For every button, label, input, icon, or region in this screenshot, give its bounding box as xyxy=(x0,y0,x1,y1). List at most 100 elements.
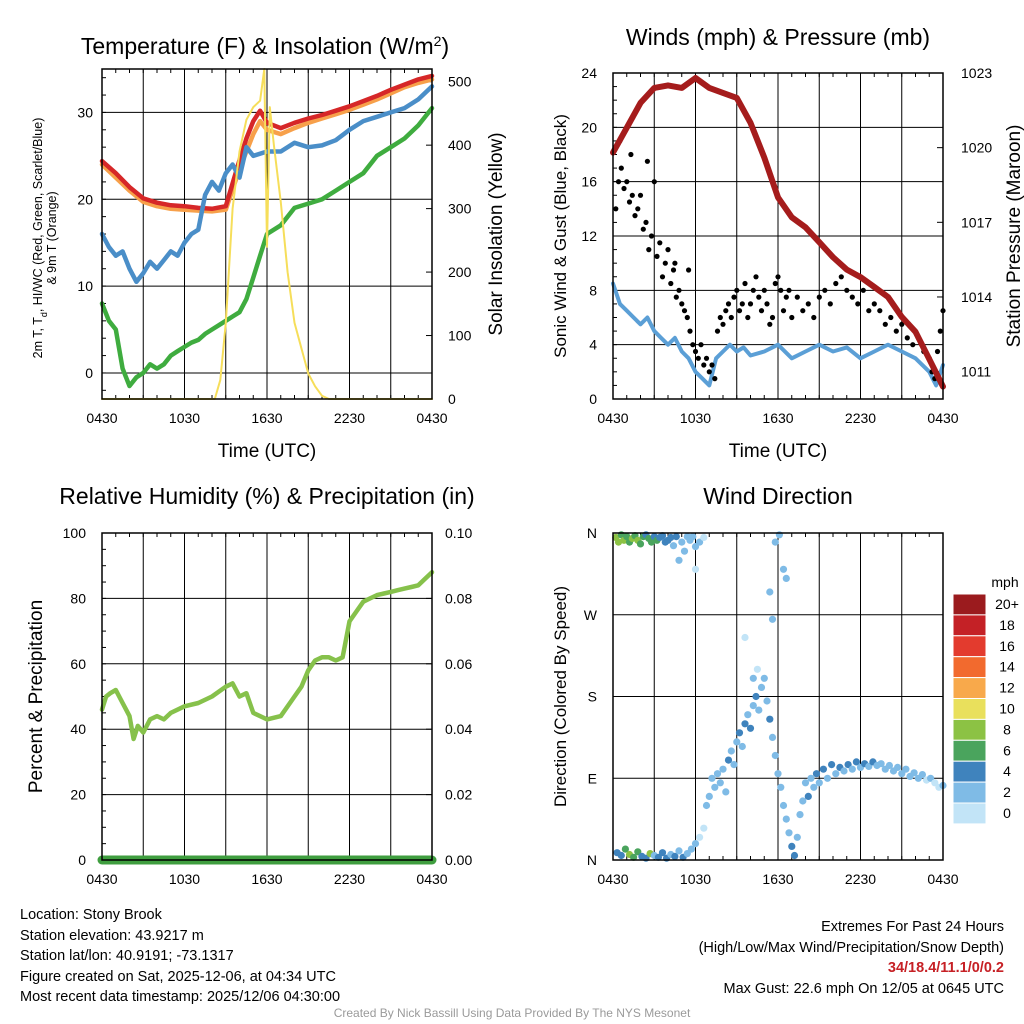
winds-gust-point xyxy=(692,348,699,355)
temperature-ytick-label: 10 xyxy=(77,278,93,294)
temperature-ylabel-right: Solar Insolation (Yellow) xyxy=(486,132,507,335)
winds-gust-point xyxy=(860,287,866,293)
direction-point xyxy=(675,556,683,564)
direction-point xyxy=(799,797,807,805)
humidity-yrtick-label: 0.08 xyxy=(445,590,472,606)
temperature-ylabel-2: & 9m T (Orange) xyxy=(45,191,59,284)
humidity-yrtick-label: 0.06 xyxy=(445,656,472,672)
direction-ylabel: Direction (Colored By Speed) xyxy=(551,586,570,807)
winds-gust-point xyxy=(833,280,839,287)
direction-point xyxy=(840,767,848,775)
winds-gust-point xyxy=(780,308,787,314)
winds-gust-point xyxy=(643,219,649,225)
direction-xtick-label: 1030 xyxy=(680,871,711,887)
winds-gust-point xyxy=(635,206,641,212)
winds-gust-point xyxy=(681,308,688,314)
direction-point xyxy=(823,774,832,782)
winds-gust-point xyxy=(827,301,833,307)
direction-xtick-label: 1630 xyxy=(762,871,793,887)
winds-gust-point xyxy=(772,280,778,287)
winds-gust-point xyxy=(783,294,789,300)
direction-point xyxy=(774,770,782,778)
temperature-yrtick-label: 400 xyxy=(448,137,472,153)
winds-gust-point xyxy=(706,369,712,375)
winds-gust-point xyxy=(690,342,696,348)
winds-gust-point xyxy=(731,294,737,300)
winds-gust-point xyxy=(613,206,619,212)
temperature-series-2m-t xyxy=(99,73,435,212)
direction-colorbar-title: mph xyxy=(991,574,1018,590)
humidity-xtick-label: 0430 xyxy=(416,871,447,887)
direction-point xyxy=(766,588,774,596)
direction-point xyxy=(804,792,812,801)
direction-point xyxy=(927,774,935,782)
winds-gust-point xyxy=(745,314,751,321)
winds-ytick-label: 4 xyxy=(589,337,597,353)
winds-gust-point xyxy=(937,328,943,334)
direction-colorbar-swatch xyxy=(952,593,987,616)
elevation-text: Station elevation: 43.9217 m xyxy=(20,927,204,944)
temperature-ytick-label: 0 xyxy=(85,365,93,381)
winds-gust-point xyxy=(888,314,894,321)
winds-gust-point xyxy=(910,342,916,348)
recent-text: Most recent data timestamp: 2025/12/06 0… xyxy=(20,989,341,1005)
winds-ytick-label: 12 xyxy=(581,228,597,244)
temperature-series-solar-insolation xyxy=(101,68,433,400)
winds-series-pressure xyxy=(610,75,946,390)
winds-gust-point xyxy=(640,226,646,232)
winds-gust-point xyxy=(723,308,729,314)
direction-point xyxy=(918,771,927,779)
winds-yrtick-label: 1023 xyxy=(961,65,992,81)
temperature-xtick-label: 2230 xyxy=(334,410,365,426)
extremes-heading: Extremes For Past 24 Hours xyxy=(821,919,1004,935)
direction-point xyxy=(700,824,708,832)
temperature-series-hi-wc xyxy=(99,84,435,285)
direction-point xyxy=(807,774,815,782)
direction-point xyxy=(844,761,852,769)
direction-point xyxy=(691,565,700,573)
direction-colorbar-label: 6 xyxy=(1003,742,1011,758)
winds-gust-point xyxy=(800,308,806,314)
winds-series-sonic xyxy=(611,281,945,388)
temperature-xtick-label: 1030 xyxy=(169,410,200,426)
temperature-xlabel: Time (UTC) xyxy=(218,441,317,462)
winds-gust-point xyxy=(899,321,905,327)
temperature-xtick-label: 0430 xyxy=(416,410,447,426)
direction-point xyxy=(852,758,861,766)
winds-gust-point xyxy=(632,213,638,219)
winds-gust-point xyxy=(871,301,877,307)
winds-gust-point xyxy=(734,287,740,293)
winds-gust-point xyxy=(662,260,668,266)
winds-gust-point xyxy=(615,179,622,185)
direction-point xyxy=(746,724,755,732)
direction-point xyxy=(700,533,708,542)
winds-gust-point xyxy=(648,233,655,239)
direction-colorbar-label: 2 xyxy=(1003,784,1011,800)
location-text: Location: Stony Brook xyxy=(20,907,162,923)
winds-gust-point xyxy=(811,314,817,321)
direction-point xyxy=(708,774,716,782)
winds-gust-point xyxy=(739,301,745,307)
direction-point xyxy=(713,770,722,778)
winds-gust-point xyxy=(644,158,651,164)
direction-point xyxy=(614,538,623,546)
winds-gust-point xyxy=(934,348,941,355)
direction-point xyxy=(647,538,656,546)
winds-gust-point xyxy=(701,362,707,368)
temperature-yrtick-label: 500 xyxy=(448,74,472,90)
direction-point xyxy=(667,533,675,542)
direction-colorbar-swatch xyxy=(952,656,987,679)
direction-point xyxy=(716,779,724,787)
direction-colorbar-label: 10 xyxy=(999,701,1015,717)
direction-point xyxy=(766,715,774,723)
winds-gust-point xyxy=(714,328,721,334)
winds-xtick-label: 0430 xyxy=(597,410,628,426)
direction-point xyxy=(689,533,697,541)
direction-point xyxy=(752,692,760,701)
humidity-series-rh xyxy=(99,569,435,742)
winds-gust-point xyxy=(855,301,861,307)
direction-point xyxy=(760,674,768,682)
direction-point xyxy=(711,783,719,791)
winds-border xyxy=(612,72,944,400)
